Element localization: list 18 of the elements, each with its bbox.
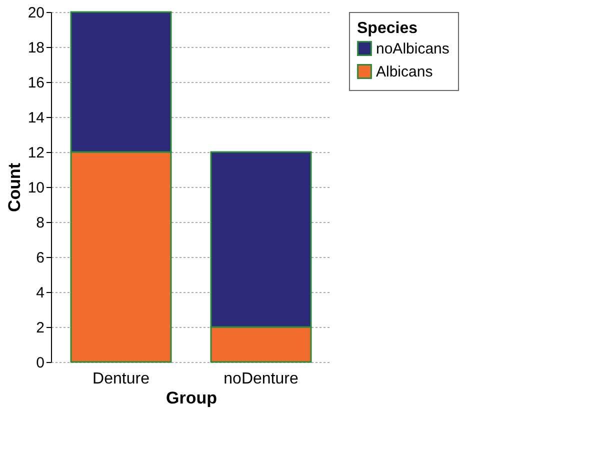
y-tick-label: 4 (36, 284, 44, 302)
x-axis-title: Group (166, 388, 217, 408)
y-tick-label: 14 (28, 110, 44, 126)
legend-title: Species (357, 20, 418, 37)
x-tick-label: Denture (92, 370, 150, 388)
x-tick-label: noDenture (224, 370, 298, 388)
y-tick-label: 2 (36, 320, 44, 336)
legend-label: Albicans (376, 64, 433, 80)
y-tick-label: 10 (28, 180, 44, 196)
y-axis-title: Count (4, 162, 24, 212)
y-tick-label: 6 (36, 250, 44, 266)
y-tick-label: 20 (28, 4, 44, 22)
y-tick-label: 0 (36, 354, 44, 372)
y-tick-label: 8 (36, 214, 44, 232)
legend-label: noAlbicans (376, 40, 450, 58)
y-tick-label: 18 (28, 40, 44, 56)
y-tick-label: 16 (28, 74, 44, 92)
y-tick-label: 12 (28, 144, 44, 162)
